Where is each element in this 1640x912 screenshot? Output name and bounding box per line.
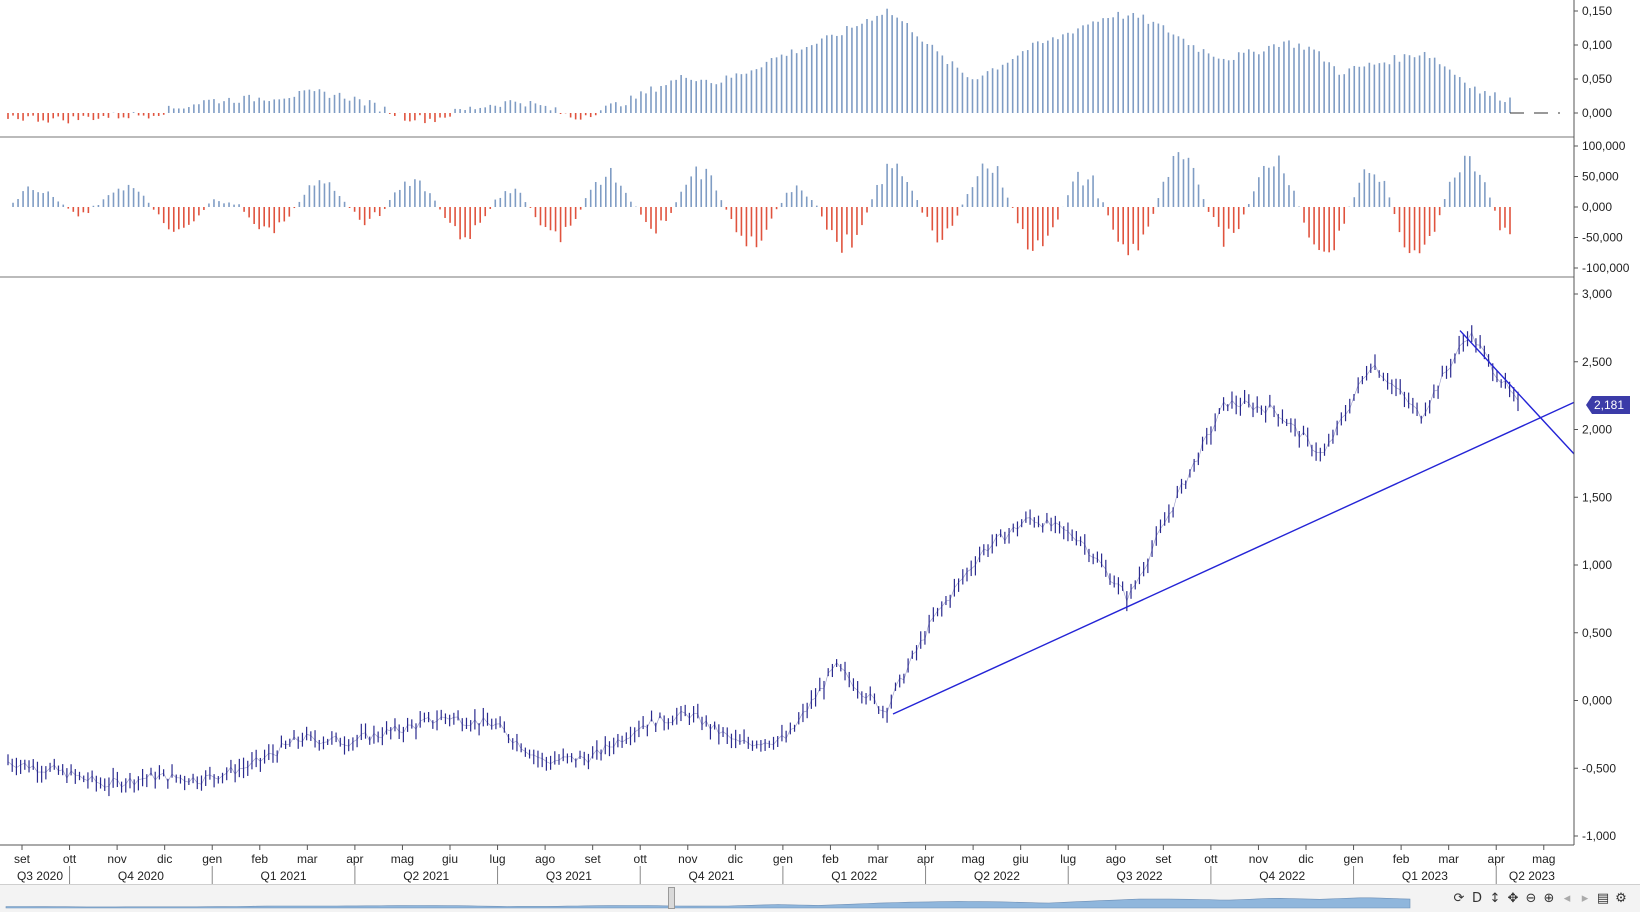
price-y-tick-label: 0,000 (1582, 694, 1612, 708)
scroll-left-icon[interactable]: ◂ (1563, 890, 1571, 906)
x-month-label: apr (346, 852, 363, 866)
price-line (7, 331, 1519, 788)
scroll-right-icon[interactable]: ▸ (1581, 890, 1589, 906)
price-y-tick-label: 1,000 (1582, 558, 1612, 572)
resistance-trendline (1459, 330, 1575, 455)
x-month-label: dic (157, 852, 172, 866)
x-month-label: lug (1060, 852, 1076, 866)
x-month-label: nov (107, 852, 126, 866)
x-month-label: ago (535, 852, 555, 866)
list-icon[interactable]: ▤ (1596, 890, 1610, 906)
price-y-tick-label: -1,000 (1582, 829, 1616, 843)
price-y-tick-label: 3,000 (1582, 287, 1612, 301)
x-month-label: apr (1488, 852, 1505, 866)
x-month-label: set (14, 852, 31, 866)
scrollbar-handle[interactable] (668, 887, 675, 909)
x-month-label: giu (442, 852, 458, 866)
x-month-label: gen (773, 852, 793, 866)
x-month-label: feb (822, 852, 839, 866)
top-y-tick-label: 0,150 (1582, 4, 1612, 18)
top-histogram-panel (7, 8, 1560, 124)
x-month-label: ott (1204, 852, 1218, 866)
price-y-tick-label: -0,500 (1582, 761, 1616, 775)
x-quarter-label: Q3 2020 (17, 869, 63, 883)
x-month-label: dic (728, 852, 743, 866)
x-quarter-label: Q4 2020 (118, 869, 164, 883)
x-quarter-label: Q4 2022 (1259, 869, 1305, 883)
zoom-out-icon[interactable]: ⊖ (1525, 890, 1537, 906)
mid-y-tick-label: 50,000 (1582, 170, 1619, 184)
chart-area[interactable]: 0,150 0,100 0,050 0,000 100,000 50,000 0,000 -5… (0, 0, 1640, 884)
x-month-label: lug (490, 852, 506, 866)
middle-histogram-panel (12, 152, 1511, 256)
axes: 0,150 0,100 0,050 0,000 100,000 50,000 0,000 -5… (0, 0, 1630, 884)
x-month-label: giu (1013, 852, 1029, 866)
x-month-label: mar (1438, 852, 1459, 866)
mid-y-tick-label: 100,000 (1582, 139, 1626, 153)
x-month-label: ago (1106, 852, 1126, 866)
settings-icon[interactable]: ⚙ (1615, 890, 1627, 906)
move-icon[interactable]: ✥ (1507, 890, 1519, 906)
x-month-label: dic (1298, 852, 1313, 866)
x-month-label: ott (634, 852, 648, 866)
last-price-badge: 2,181 (1586, 396, 1631, 414)
top-y-tick-label: 0,000 (1582, 106, 1612, 120)
x-month-label: feb (1393, 852, 1410, 866)
chart-toolbar: ⟳ D ↕ ✥ ⊖ ⊕ ◂ ▸ ▤ ⚙ (1452, 888, 1628, 908)
mid-y-tick-label: -50,000 (1582, 231, 1623, 245)
x-month-label: gen (1344, 852, 1364, 866)
x-quarter-label: Q2 2021 (403, 869, 449, 883)
price-panel (7, 325, 1575, 797)
price-y-tick-label: 2,500 (1582, 355, 1612, 369)
x-month-label: set (1155, 852, 1172, 866)
x-quarter-label: Q1 2021 (261, 869, 307, 883)
price-y-tick-label: 0,500 (1582, 626, 1612, 640)
x-month-label: gen (202, 852, 222, 866)
x-quarter-label: Q3 2022 (1117, 869, 1163, 883)
period-selector[interactable]: D (1471, 890, 1482, 906)
x-month-label: set (585, 852, 602, 866)
x-quarter-label: Q4 2021 (689, 869, 735, 883)
x-quarter-label: Q1 2023 (1402, 869, 1448, 883)
x-month-label: mag (1532, 852, 1555, 866)
x-month-label: nov (678, 852, 697, 866)
top-y-tick-label: 0,050 (1582, 72, 1612, 86)
x-quarter-label: Q2 2022 (974, 869, 1020, 883)
zoom-in-icon[interactable]: ⊕ (1543, 890, 1555, 906)
refresh-icon[interactable]: ⟳ (1453, 890, 1465, 906)
x-quarter-label: Q1 2022 (831, 869, 877, 883)
resize-vertical-icon[interactable]: ↕ (1489, 890, 1501, 906)
x-month-label: mar (297, 852, 318, 866)
x-month-label: feb (251, 852, 268, 866)
x-month-label: ott (63, 852, 77, 866)
support-trendline (892, 401, 1575, 715)
x-month-label: apr (917, 852, 934, 866)
x-month-label: mag (961, 852, 984, 866)
x-month-label: mar (868, 852, 889, 866)
price-y-tick-label: 1,500 (1582, 490, 1612, 504)
x-month-label: nov (1249, 852, 1268, 866)
price-y-tick-label: 2,000 (1582, 423, 1612, 437)
x-quarter-label: Q2 2023 (1509, 869, 1555, 883)
x-quarter-label: Q3 2021 (546, 869, 592, 883)
navigator-minimap[interactable] (0, 884, 1430, 911)
mid-y-tick-label: -100,000 (1582, 261, 1630, 275)
mid-y-tick-label: 0,000 (1582, 200, 1612, 214)
x-month-label: mag (391, 852, 414, 866)
top-y-tick-label: 0,100 (1582, 38, 1612, 52)
